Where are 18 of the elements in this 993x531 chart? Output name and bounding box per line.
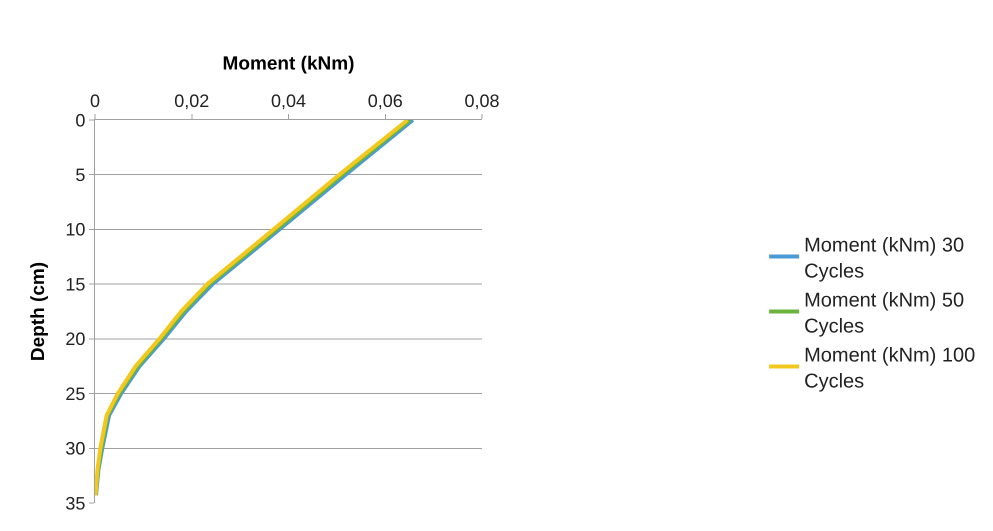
legend-label: Moment (kNm) 50 Cycles xyxy=(804,289,964,338)
y-tick-label: 0 xyxy=(75,110,86,130)
x-tick-label: 0,08 xyxy=(464,90,500,111)
y-tick-label: 5 xyxy=(75,165,86,186)
legend-label: Moment (kNm) 100 Cycles xyxy=(804,344,976,392)
y-tick-label: 20 xyxy=(65,329,86,350)
legend-label: Moment (kNm) 30 Cycles xyxy=(804,234,964,282)
y-tick-label: 15 xyxy=(65,274,86,294)
y-tick-label: 30 xyxy=(65,438,86,459)
y-axis-title: Depth (cm) xyxy=(28,262,50,362)
x-tick-label: 0,04 xyxy=(270,90,306,111)
y-tick-label: 35 xyxy=(65,493,86,514)
x-tick-label: 0 xyxy=(90,90,100,111)
x-axis-title: Moment (kNm) xyxy=(222,54,354,75)
x-tick-label: 0,02 xyxy=(174,90,210,111)
x-tick-label: 0,06 xyxy=(368,90,403,111)
y-tick-label: 25 xyxy=(65,384,86,404)
y-tick-label: 10 xyxy=(65,220,86,240)
